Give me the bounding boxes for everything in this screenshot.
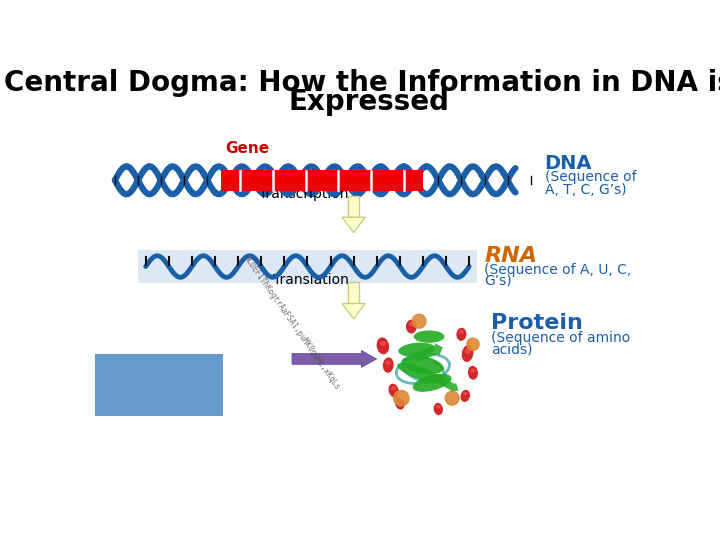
Text: Nearly universal
across all species!: Nearly universal across all species!	[89, 368, 229, 402]
Ellipse shape	[395, 397, 405, 410]
Ellipse shape	[377, 338, 389, 354]
Text: (Sequence of A, U, C,: (Sequence of A, U, C,	[485, 262, 631, 276]
Text: A, T, C, G’s): A, T, C, G’s)	[544, 183, 626, 197]
Ellipse shape	[391, 386, 396, 390]
Circle shape	[412, 314, 426, 328]
Ellipse shape	[406, 320, 417, 334]
Ellipse shape	[397, 400, 402, 403]
Ellipse shape	[409, 322, 414, 326]
Text: acids): acids)	[490, 343, 532, 357]
Text: Translation: Translation	[273, 273, 349, 287]
Polygon shape	[342, 217, 365, 233]
Ellipse shape	[397, 363, 441, 383]
Text: RNA: RNA	[485, 246, 538, 266]
Circle shape	[467, 338, 479, 350]
FancyBboxPatch shape	[221, 170, 423, 191]
Ellipse shape	[389, 384, 399, 397]
FancyBboxPatch shape	[348, 282, 359, 303]
FancyBboxPatch shape	[348, 195, 359, 217]
Text: ACDEF1ThKogtrAaFSAl,puMK0gQHL,xKqLs: ACDEF1ThKogtrAaFSAl,puMK0gQHL,xKqLs	[242, 254, 342, 392]
Circle shape	[445, 392, 459, 405]
Text: DNA: DNA	[544, 154, 592, 173]
Polygon shape	[342, 303, 365, 319]
Text: G’s): G’s)	[485, 273, 512, 287]
Ellipse shape	[468, 366, 478, 380]
Text: Protein: Protein	[490, 313, 582, 333]
Ellipse shape	[379, 341, 386, 346]
Ellipse shape	[461, 390, 470, 402]
FancyArrow shape	[433, 373, 459, 393]
Ellipse shape	[383, 357, 394, 373]
Text: Expressed: Expressed	[289, 88, 449, 116]
Ellipse shape	[433, 403, 443, 415]
Ellipse shape	[470, 368, 475, 373]
FancyArrow shape	[413, 343, 443, 362]
Ellipse shape	[385, 361, 391, 365]
Ellipse shape	[398, 342, 435, 357]
Ellipse shape	[463, 392, 467, 395]
Text: Transcription: Transcription	[259, 187, 349, 201]
Ellipse shape	[464, 349, 470, 354]
Ellipse shape	[414, 330, 444, 343]
Ellipse shape	[413, 374, 451, 392]
Text: (Sequence of: (Sequence of	[544, 170, 636, 184]
Ellipse shape	[456, 328, 467, 341]
Ellipse shape	[436, 405, 441, 409]
Ellipse shape	[402, 356, 444, 374]
FancyBboxPatch shape	[138, 249, 477, 284]
Text: Gene: Gene	[225, 140, 269, 156]
Text: (Sequence of amino: (Sequence of amino	[490, 331, 630, 345]
Text: Central Dogma: How the Information in DNA is: Central Dogma: How the Information in DN…	[4, 69, 720, 97]
FancyBboxPatch shape	[95, 354, 222, 416]
Ellipse shape	[459, 330, 464, 334]
Ellipse shape	[462, 345, 474, 362]
Circle shape	[394, 390, 409, 406]
FancyArrow shape	[292, 350, 377, 367]
